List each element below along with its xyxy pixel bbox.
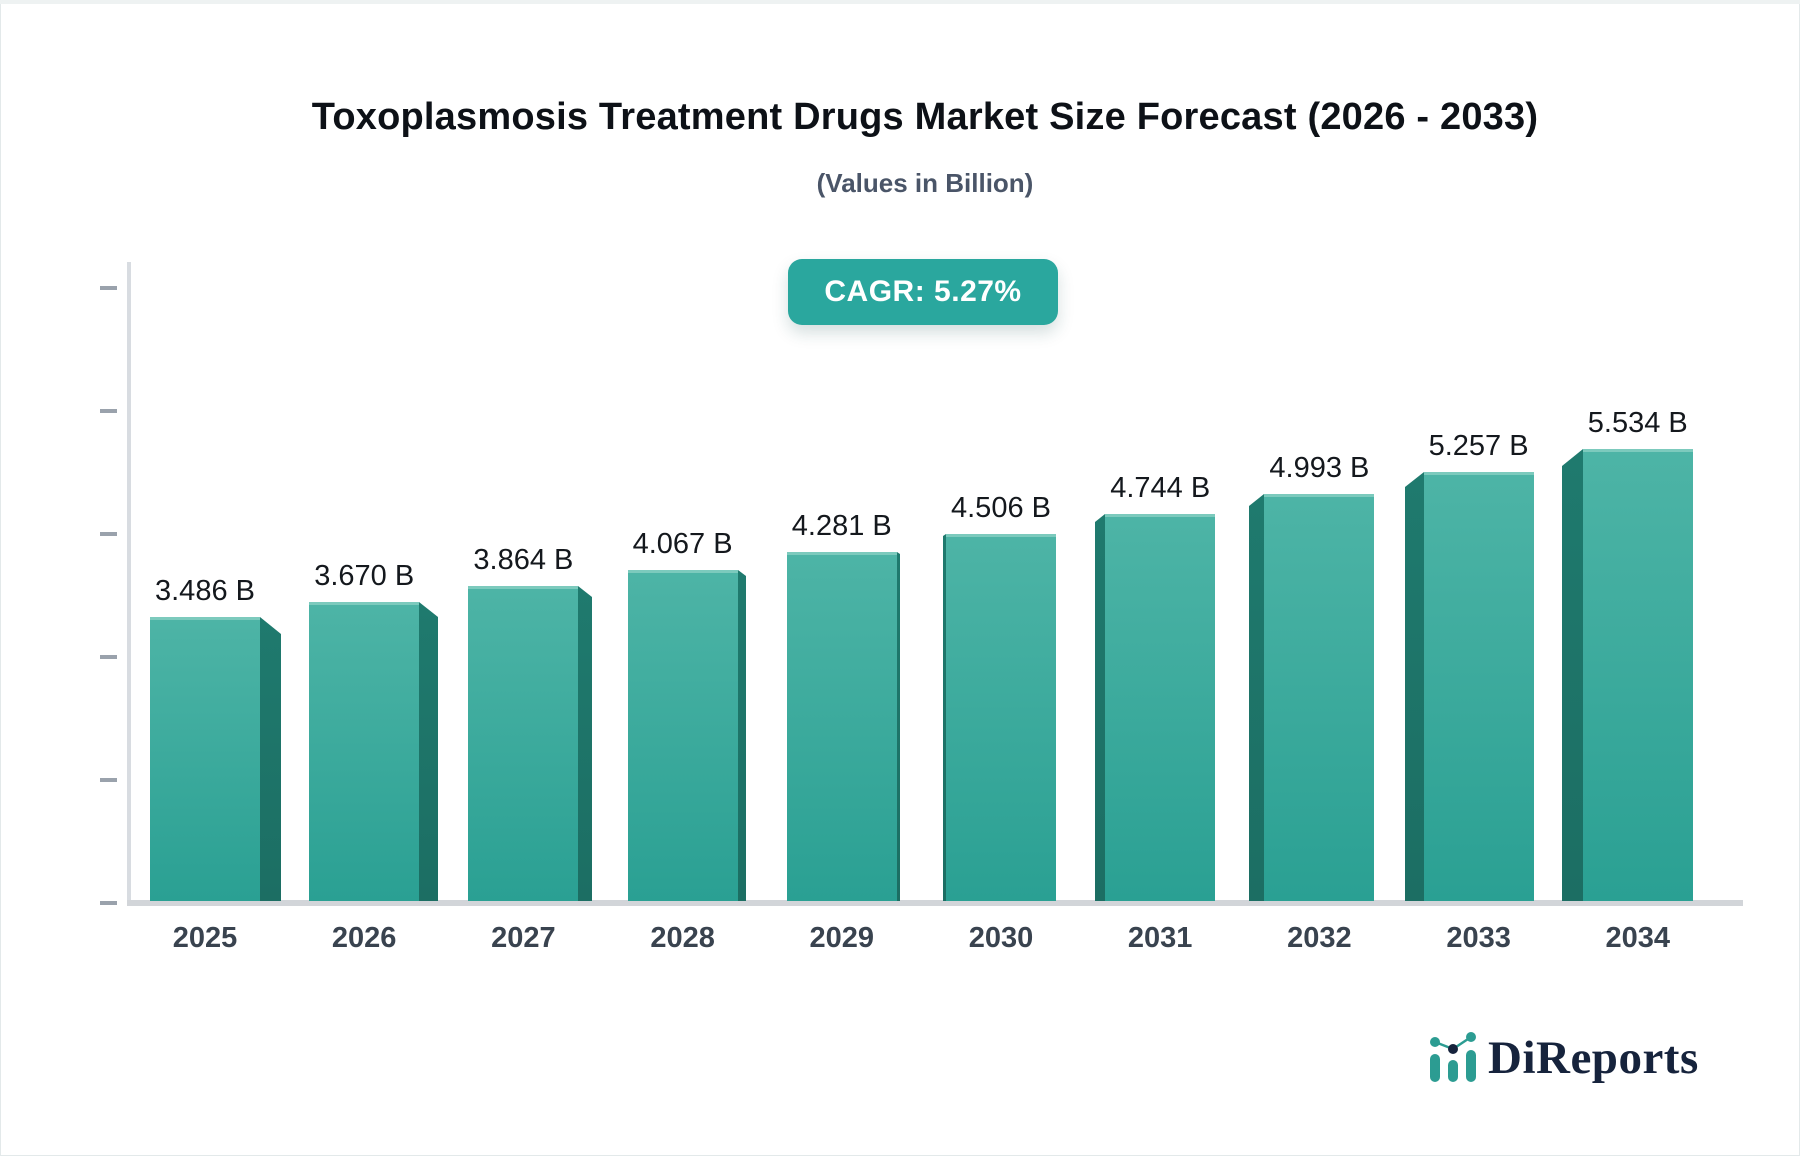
bar-value-label: 5.257 B (1428, 430, 1529, 462)
x-axis-label-2030: 2030 (968, 922, 1034, 954)
bar-face (628, 570, 738, 901)
bar-face (468, 586, 578, 901)
chart-subtitle: (Values in Billion) (816, 168, 1034, 198)
x-axis-label-2029: 2029 (809, 922, 875, 954)
x-axis-label-2026: 2026 (331, 922, 397, 954)
x-axis-label-2031: 2031 (1127, 922, 1193, 954)
bar-side-panel (260, 617, 281, 901)
y-tick-mark (100, 778, 117, 782)
top-edge-strip (0, 0, 1800, 4)
x-axis-label-2027: 2027 (491, 922, 556, 954)
chart-title: Toxoplasmosis Treatment Drugs Market Siz… (311, 96, 1539, 138)
cagr-badge: CAGR: 5.27% (788, 259, 1058, 325)
bar-value-label: 5.534 B (1587, 407, 1688, 439)
y-tick-mark (100, 532, 117, 536)
bar-face (1424, 472, 1534, 901)
y-tick-mark (100, 655, 117, 659)
direports-logo-text: DiReports (1488, 1032, 1699, 1084)
x-axis-label-2034: 2034 (1605, 922, 1671, 954)
y-tick-mark (100, 409, 117, 413)
bar-side-panel (578, 586, 592, 901)
bar-face (946, 534, 1056, 901)
bar-face (787, 552, 897, 901)
bar-side-panel (1405, 472, 1424, 901)
x-axis-label-2025: 2025 (172, 922, 238, 954)
bar-side-panel (1249, 494, 1264, 901)
bar-value-label: 4.993 B (1269, 452, 1370, 484)
bar-face (150, 617, 260, 901)
bar-side-panel (1095, 514, 1105, 901)
bar-value-label: 3.670 B (314, 560, 415, 592)
direports-logo: DiReports (1426, 1032, 1699, 1084)
bar-value-label: 3.486 B (155, 575, 255, 607)
bar-side-panel (897, 552, 900, 901)
bar-face (309, 602, 419, 901)
bar-face (1105, 514, 1215, 901)
bar-side-panel (419, 602, 438, 901)
x-axis-label-2033: 2033 (1446, 922, 1511, 954)
bar-value-label: 4.744 B (1110, 472, 1211, 504)
bar-side-panel (1562, 449, 1583, 901)
y-axis-line (127, 262, 131, 906)
x-axis-baseline (127, 900, 1743, 906)
bar-side-panel (943, 534, 946, 901)
bar-value-label: 4.281 B (791, 510, 892, 542)
y-tick-mark (100, 901, 117, 905)
x-axis-label-2032: 2032 (1287, 922, 1352, 954)
bar-face (1264, 494, 1374, 901)
bar-value-label: 4.067 B (632, 528, 733, 560)
bar-value-label: 4.506 B (951, 492, 1051, 524)
bar-face (1583, 449, 1693, 901)
x-axis-label-2028: 2028 (650, 922, 715, 954)
bar-value-label: 3.864 B (473, 544, 574, 576)
direports-logo-icon (1430, 1032, 1476, 1082)
y-tick-mark (100, 286, 117, 290)
bar-side-panel (738, 570, 746, 901)
